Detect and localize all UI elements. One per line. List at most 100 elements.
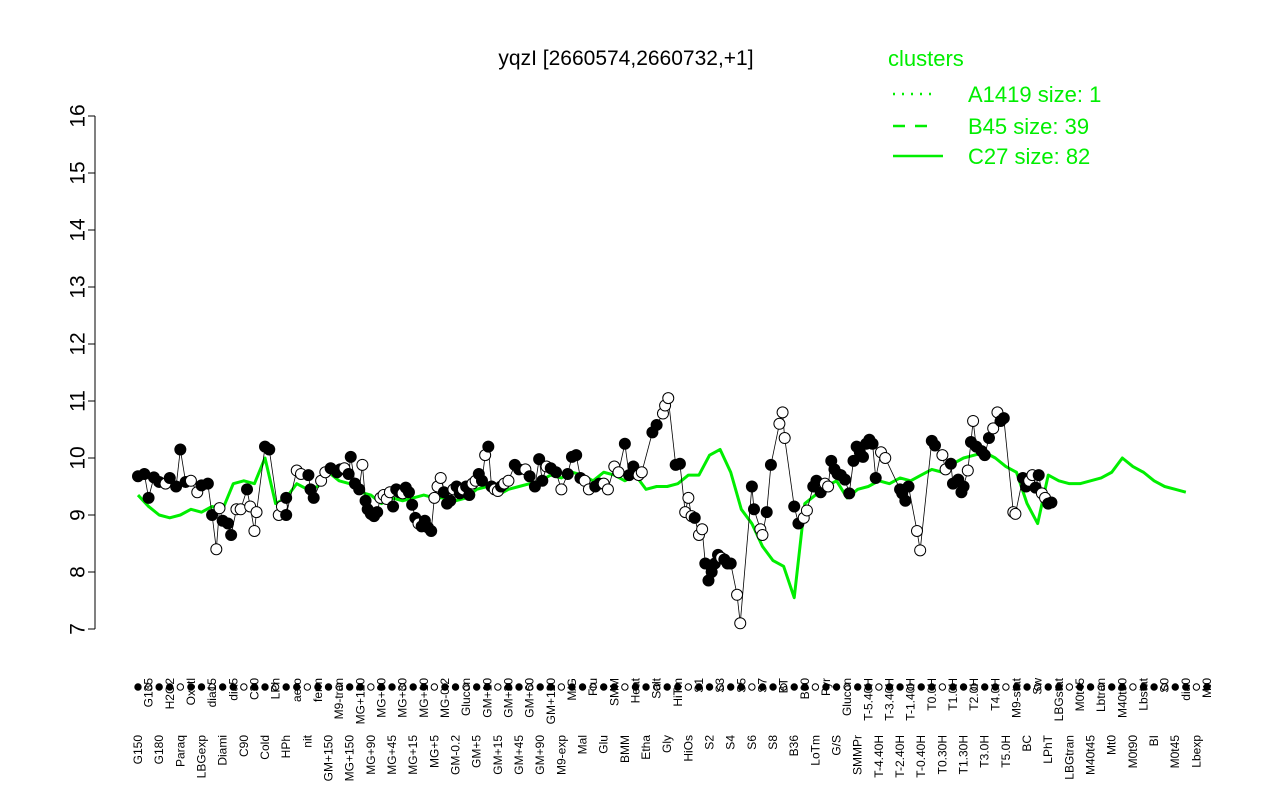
x-tick-label: GM+30 <box>501 678 515 718</box>
data-point <box>550 466 563 479</box>
data-point <box>682 491 695 504</box>
data-point <box>263 443 276 456</box>
data-point <box>225 528 238 541</box>
connector-line <box>784 437 795 507</box>
x-tick-label: Glu <box>597 735 611 754</box>
data-point <box>425 524 438 537</box>
x-tick-label: M9-tran <box>332 678 346 719</box>
x-tick-label: C90 <box>237 735 251 757</box>
data-point <box>967 414 980 427</box>
x-tick-label: Lbtran <box>1094 678 1108 712</box>
data-point <box>206 509 219 521</box>
x-tick-label: MG+10 <box>417 678 431 718</box>
connector-line <box>679 463 686 513</box>
x-tick-label: GM+5 <box>470 735 484 768</box>
x-tick-label: T-4.40H <box>872 735 886 778</box>
x-axis-marker <box>705 683 714 691</box>
data-point <box>201 477 214 490</box>
x-axis-marker <box>144 683 153 691</box>
connector-line <box>175 449 181 487</box>
data-point <box>635 466 648 479</box>
x-axis-marker <box>557 683 566 691</box>
x-axis-marker <box>155 683 163 691</box>
data-point <box>673 457 686 470</box>
data-points <box>132 392 1058 630</box>
connector-line <box>361 464 366 501</box>
x-axis-marker <box>1182 683 1190 691</box>
data-point <box>533 453 546 466</box>
x-tick-label: BC <box>1020 735 1034 752</box>
x-tick-label: dia15 <box>205 678 219 708</box>
data-point <box>353 483 366 496</box>
connector-line <box>770 423 780 465</box>
x-tick-label: S5 <box>734 678 748 693</box>
x-tick-label: ferm <box>311 678 325 702</box>
x-tick-label: GM+45 <box>512 735 526 775</box>
x-axis-marker <box>229 683 237 691</box>
data-point <box>724 557 737 570</box>
legend-title: clusters <box>888 46 964 71</box>
connector-line <box>908 486 918 532</box>
y-tick-label: 11 <box>66 390 89 412</box>
x-axis-marker <box>568 683 576 691</box>
y-tick-label: 8 <box>66 566 89 578</box>
x-axis-marker <box>525 683 534 691</box>
x-tick-label: T-0.40H <box>914 735 928 778</box>
x-tick-label: BI <box>1147 735 1161 746</box>
x-axis-marker <box>536 683 544 691</box>
data-point <box>142 491 155 504</box>
x-tick-label: M40t90 <box>1115 678 1129 718</box>
data-point <box>170 480 183 493</box>
x-tick-label: Paraq <box>173 735 187 767</box>
x-tick-label: M0t45 <box>1073 678 1087 712</box>
x-axis-marker <box>1192 683 1201 691</box>
x-tick-label: T0.0H <box>925 678 939 711</box>
x-axis-marker <box>314 683 322 691</box>
x-axis-marker <box>377 683 386 691</box>
x-tick-label: Salt <box>650 677 664 698</box>
x-tick-label: G180 <box>152 735 166 765</box>
x-axis-marker <box>959 683 968 691</box>
x-tick-label: Oxctl <box>184 678 198 705</box>
x-axis-marker <box>462 683 470 691</box>
x-axis-marker <box>854 683 862 691</box>
data-point <box>822 480 835 493</box>
x-axis-marker <box>663 683 671 691</box>
x-axis-marker <box>674 683 682 691</box>
x-axis-marker <box>176 683 185 691</box>
data-point <box>302 469 315 482</box>
x-axis-marker <box>928 683 936 691</box>
x-tick-label: T2.0H <box>967 678 981 711</box>
data-point <box>961 464 974 477</box>
x-axis-marker <box>218 683 227 691</box>
x-tick-label: LBGtran <box>1062 735 1076 780</box>
x-axis-marker <box>864 683 873 691</box>
data-point <box>463 489 476 502</box>
data-point <box>221 517 234 530</box>
data-point <box>773 417 786 430</box>
x-tick-label: Mt0 <box>1200 678 1214 698</box>
x-tick-label: Glucon <box>459 678 473 716</box>
data-point <box>764 458 777 471</box>
x-axis-marker <box>1065 683 1074 691</box>
data-point <box>650 418 663 431</box>
y-tick-label: 9 <box>66 509 89 521</box>
x-axis-marker <box>250 683 259 691</box>
x-tick-label: MG+60 <box>374 678 388 718</box>
x-axis-marker <box>832 683 841 691</box>
y-axis: 7 8 9 10 11 12 13 14 15 16 <box>66 104 96 635</box>
x-tick-label: GM+60 <box>523 678 537 718</box>
x-axis-marker <box>1012 683 1021 691</box>
x-tick-label: GM+10 <box>480 678 494 718</box>
x-tick-label: HPh <box>279 735 293 758</box>
data-point <box>434 471 447 484</box>
x-tick-label: H2O2 <box>163 678 177 710</box>
x-tick-label: T4.0H <box>988 678 1002 711</box>
data-point <box>879 452 892 464</box>
x-tick-label: LPhT <box>1041 734 1055 763</box>
y-tick-label: 10 <box>66 446 89 469</box>
x-axis-marker <box>345 683 354 691</box>
x-tick-label: GM+90 <box>533 735 547 775</box>
x-tick-label: S3 <box>713 678 727 693</box>
